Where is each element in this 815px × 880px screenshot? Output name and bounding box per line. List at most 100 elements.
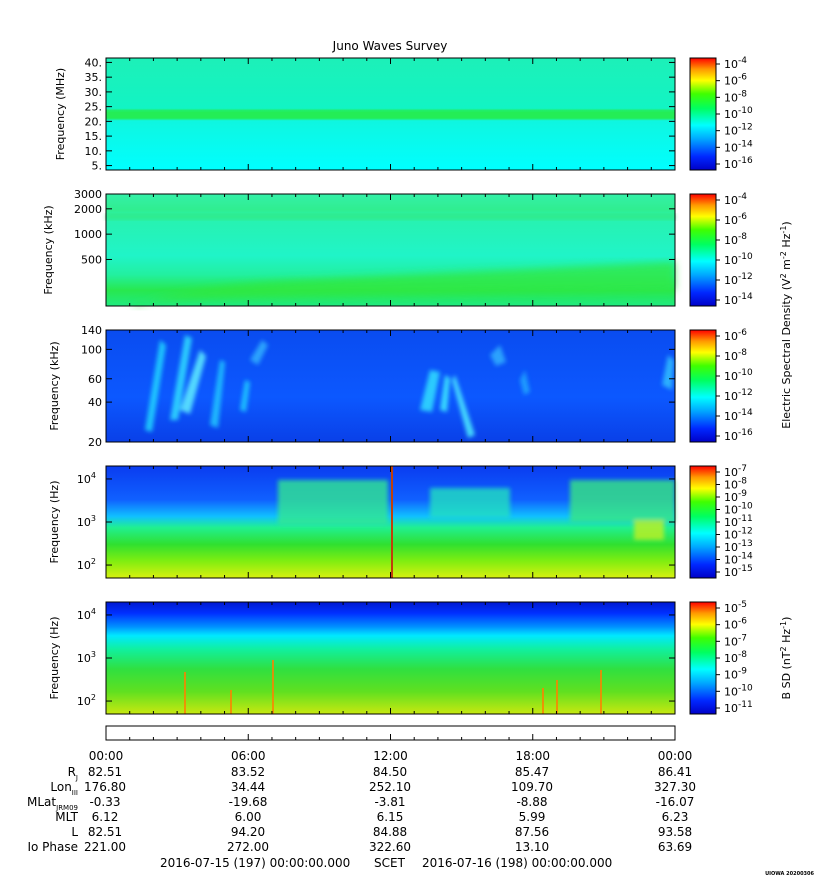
ephemeris-value: 327.30 <box>654 780 696 794</box>
ytick-label: 40 <box>88 396 102 409</box>
colorbar-tick-label: 10-5 <box>724 600 747 615</box>
panel-2-colorbar-labels: 10-4 10-6 10-8 10-10 10-12 10-14 <box>716 192 753 307</box>
colorbar-tick-label: 10-6 <box>724 328 747 343</box>
ytick-label: 104 <box>77 607 96 622</box>
colorbar-tick-label: 10-10 <box>724 106 753 121</box>
colorbar-tick-label: 10-12 <box>724 123 753 138</box>
colorbar-tick-label: 10-11 <box>724 514 753 529</box>
colorbar-tick-label: 10-8 <box>724 650 747 665</box>
corner-stamp: UIOWA 20200306 <box>765 871 814 877</box>
colorbar-tick-label: 10-14 <box>724 139 753 154</box>
panel-5-yticks: 104 103 102 <box>77 607 675 708</box>
ytick-label: 30. <box>85 86 103 99</box>
colorbar-tick-label: 10-8 <box>724 232 747 247</box>
ephemeris-label: MLatJRM09 <box>27 795 78 812</box>
panel-5-ylabel: Frequency (Hz) <box>48 617 61 700</box>
colorbar-tick-label: 10-14 <box>724 292 753 307</box>
ytick-label: 20 <box>88 436 102 449</box>
panel-4-patches <box>278 480 675 540</box>
magnetic-colorbar-title: B SD (nT2 Hz-1) <box>779 617 793 700</box>
ephemeris-value: -19.68 <box>229 795 268 809</box>
ephemeris-label: L <box>71 825 78 839</box>
ytick-label: 25. <box>85 101 103 114</box>
panel-1-ylabel: Frequency (MHz) <box>54 68 67 160</box>
ytick-label: 2000 <box>74 203 102 216</box>
colorbar-tick-label: 10-14 <box>724 408 753 423</box>
panel-2-band <box>106 214 675 220</box>
panel-4-xticks <box>105 466 676 578</box>
xtick-label: 00:00 <box>658 749 693 763</box>
xtick-label: 18:00 <box>515 749 550 763</box>
ytick-label: 1000 <box>74 228 102 241</box>
ytick-label: 102 <box>77 693 96 708</box>
colorbar-tick-label: 10-7 <box>724 464 747 479</box>
colorbar-tick-label: 10-9 <box>724 489 747 504</box>
ephemeris-value: -16.07 <box>656 795 695 809</box>
colorbar-tick-label: 10-10 <box>724 683 753 698</box>
xtick-label: 06:00 <box>231 749 266 763</box>
x-tick-labels: 00:00 06:00 12:00 18:00 00:00 <box>89 749 693 763</box>
panel-2-ylabel: Frequency (kHz) <box>42 205 55 294</box>
colorbar-tick-label: 10-14 <box>724 552 753 567</box>
panel-5-spikes <box>184 660 602 714</box>
time-axis-strip-ticks <box>105 734 676 740</box>
time-range-start: 2016-07-15 (197) 00:00:00.000 <box>160 856 350 870</box>
ephemeris-value: -8.88 <box>516 795 547 809</box>
ytick-label: 3000 <box>74 188 102 201</box>
panel-4-colorbar <box>689 465 717 579</box>
colorbar-tick-label: 10-13 <box>724 539 753 554</box>
colorbar-tick-label: 10-8 <box>724 348 747 363</box>
ytick-label: 15. <box>85 130 103 143</box>
panel-1: 40.35.30.25.20.15.10.5. Frequency (MHz) … <box>54 56 753 173</box>
colorbar-tick-label: 10-9 <box>724 667 747 682</box>
colorbar-tick-label: 10-12 <box>724 527 753 542</box>
ytick-label: 35. <box>85 71 103 84</box>
ytick-label: 20. <box>85 115 103 128</box>
ephemeris-value: 34.44 <box>231 780 265 794</box>
ytick-label: 500 <box>81 253 102 266</box>
panel-3-xticks <box>105 330 676 442</box>
ytick-label: 100 <box>81 343 102 356</box>
panel-3-colorbar <box>689 329 717 443</box>
panel-5-colorbar <box>689 601 717 715</box>
colorbar-tick-label: 10-11 <box>724 700 753 715</box>
colorbar-tick-label: 10-6 <box>724 617 747 632</box>
ephemeris-table: RJ 82.51 83.52 84.50 85.47 86.41 LonIII 176.80 3… <box>27 765 696 854</box>
colorbar-tick-label: 10-6 <box>724 73 747 88</box>
ephemeris-value: 13.10 <box>515 840 549 854</box>
panel-2-emission-arc <box>130 262 675 306</box>
chart-title: Juno Waves Survey <box>332 39 448 53</box>
colorbar-tick-label: 10-7 <box>724 633 747 648</box>
xtick-label: 00:00 <box>89 749 124 763</box>
ephemeris-value: 93.58 <box>658 825 692 839</box>
ytick-label: 10. <box>85 145 103 158</box>
panel-2: 3000 2000 1000 500 Frequency (kHz) 10-4 10-6… <box>42 188 753 307</box>
ephemeris-value: -0.33 <box>89 795 120 809</box>
ytick-label: 140 <box>81 324 102 337</box>
ephemeris-value: 85.47 <box>515 765 549 779</box>
ephemeris-value: 5.99 <box>519 810 546 824</box>
ephemeris-value: 252.10 <box>369 780 411 794</box>
panel-4-ylabel: Frequency (Hz) <box>48 481 61 564</box>
panel-1-band <box>106 112 675 118</box>
colorbar-tick-label: 10-10 <box>724 502 753 517</box>
ephemeris-label: RJ <box>68 765 78 782</box>
panel-2-yticks: 3000 2000 1000 500 <box>74 188 675 266</box>
ephemeris-value: 94.20 <box>231 825 265 839</box>
time-scale-label: SCET <box>374 856 406 870</box>
panel-4-colorbar-labels: 10-710-810-910-1010-1110-1210-1310-1410-… <box>716 464 753 579</box>
ephemeris-value: 83.52 <box>231 765 265 779</box>
ytick-label: 103 <box>77 514 96 529</box>
panel-2-xticks <box>105 194 676 306</box>
panel-3-ylabel: Frequency (kHz) <box>48 341 61 430</box>
ephemeris-value: 6.12 <box>92 810 119 824</box>
colorbar-tick-label: 10-4 <box>724 56 747 71</box>
ephemeris-value: 322.60 <box>369 840 411 854</box>
ephemeris-value: 63.69 <box>658 840 692 854</box>
ephemeris-label: MLT <box>55 810 78 824</box>
ephemeris-value: 221.00 <box>84 840 126 854</box>
ephemeris-value: 84.50 <box>373 765 407 779</box>
